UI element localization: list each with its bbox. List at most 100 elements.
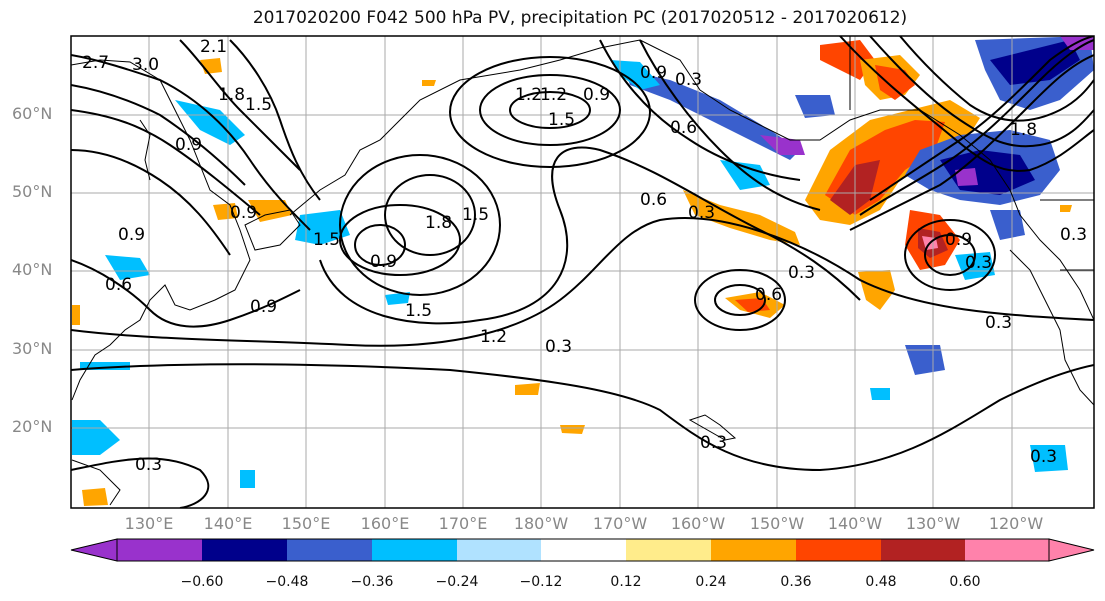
colorbar-cell (117, 539, 202, 561)
lon-label: 130°W (905, 514, 961, 533)
contour-label: 0.9 (250, 297, 277, 317)
shade-negative (105, 255, 150, 280)
contour-label: 1.2 (515, 85, 542, 105)
colorbar-cell (457, 539, 541, 561)
contour-label: 0.3 (675, 70, 702, 90)
contour-label: 1.2 (540, 85, 567, 105)
colorbar-extend-max (1048, 538, 1095, 562)
plot-frame (70, 35, 1095, 509)
colorbar-tick-label: 0.24 (695, 574, 727, 590)
contour-label: 1.8 (425, 213, 452, 233)
colorbar-cell (202, 539, 287, 561)
shade-negative (240, 470, 255, 488)
shade-positive (213, 203, 238, 220)
lon-label: 170°W (592, 514, 648, 533)
map-title: 2017020200 F042 500 hPa PV, precipitatio… (252, 8, 908, 28)
shade-positive (422, 80, 436, 86)
contour-label: 0.6 (105, 275, 132, 295)
contour-label: 0.3 (700, 433, 727, 453)
shade-positive (858, 270, 895, 310)
shade-positive (1060, 205, 1072, 212)
lat-label: 60°N (12, 104, 53, 123)
colorbar-extend-min (70, 538, 118, 562)
shade-positive (820, 40, 875, 80)
shade-negative (955, 252, 995, 280)
colorbar-cell (287, 539, 372, 561)
colorbar-tick-label: −0.60 (180, 574, 224, 590)
contour-label: 0.3 (545, 337, 572, 357)
contour-label: 0.6 (755, 285, 782, 305)
colorbar-tick-label: 0.12 (610, 574, 642, 590)
contour-label: 0.6 (670, 118, 697, 138)
contour-label: 0.9 (118, 225, 145, 245)
colorbar-cell (796, 539, 881, 561)
shade-positive (82, 488, 108, 506)
contour-label: 0.9 (230, 203, 257, 223)
shade-negative (990, 210, 1025, 240)
contour-label: 1.5 (548, 110, 575, 130)
shade-negative (1030, 445, 1068, 472)
colorbar-tick-label: −0.12 (519, 574, 563, 590)
lon-label: 150°E (281, 514, 331, 533)
shade-negative (905, 345, 945, 375)
contour-label: 0.9 (370, 252, 397, 272)
shade-negative (870, 388, 890, 400)
contour-label: 1.8 (1010, 120, 1037, 140)
shade-negative (795, 95, 835, 118)
lon-label: 170°E (438, 514, 488, 533)
colorbar-tick-label: −0.48 (265, 574, 309, 590)
contour-label: 0.3 (1060, 225, 1087, 245)
contour-label: 2.7 (82, 53, 109, 73)
shade-positive (560, 425, 585, 434)
contour-label-group: 2.7 3.0 2.1 1.8 1.5 0.9 1.2 0.9 1.5 1.2 … (82, 37, 1087, 475)
colorbar-tick-label: −0.24 (435, 574, 479, 590)
contour-label: 1.5 (405, 301, 432, 321)
shade-negative (385, 292, 410, 305)
lat-label: 40°N (12, 260, 53, 279)
colorbar-cell (626, 539, 711, 561)
contour-label: 1.5 (313, 230, 340, 250)
contour-label: 0.9 (583, 85, 610, 105)
contour-label: 0.3 (788, 263, 815, 283)
contour-label: 0.3 (985, 313, 1012, 333)
colorbar-cell (965, 539, 1049, 561)
shade-negative (72, 420, 120, 455)
colorbar-cell (711, 539, 796, 561)
contour-label: 0.9 (945, 230, 972, 250)
shade-positive (72, 305, 80, 325)
lat-label: 50°N (12, 182, 53, 201)
lon-label: 130°E (124, 514, 174, 533)
contour-label: 0.9 (175, 135, 202, 155)
lon-label: 160°E (360, 514, 410, 533)
pv-contours (71, 36, 1094, 508)
contour-label: 1.8 (218, 85, 245, 105)
lat-label: 20°N (12, 417, 53, 436)
contour-label: 2.1 (200, 37, 227, 57)
contour-label: 0.6 (640, 190, 667, 210)
contour-label: 1.5 (462, 205, 489, 225)
colorbar-tick-label: −0.36 (350, 574, 394, 590)
colorbar-tick-label: 0.36 (780, 574, 812, 590)
colorbar-tick-label: 0.60 (949, 574, 981, 590)
colorbar-cell (881, 539, 965, 561)
contour-label: 0.9 (640, 63, 667, 83)
contour-label: 3.0 (132, 55, 159, 75)
shade-negative (610, 60, 660, 90)
lat-label: 30°N (12, 339, 53, 358)
lon-label: 140°E (203, 514, 253, 533)
contour-label: 0.3 (965, 253, 992, 273)
colorbar-tick-label: 0.48 (865, 574, 897, 590)
shade-positive (515, 383, 540, 395)
contour-label: 0.3 (135, 455, 162, 475)
lon-label: 180°W (513, 514, 569, 533)
lon-label: 160°W (670, 514, 726, 533)
colorbar-cell (372, 539, 457, 561)
contour-label: 1.5 (245, 95, 272, 115)
lon-label: 140°W (827, 514, 883, 533)
lon-label: 150°W (749, 514, 805, 533)
contour-label: 1.2 (480, 327, 507, 347)
shade-negative (955, 168, 978, 186)
contour-label: 0.3 (1030, 447, 1057, 467)
colorbar (70, 538, 1095, 562)
